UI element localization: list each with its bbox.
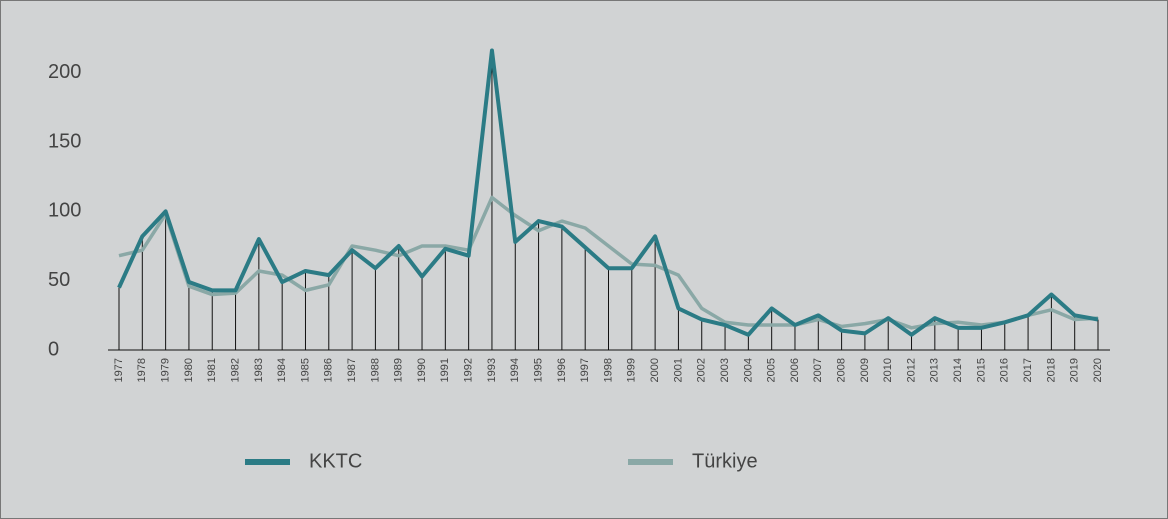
x-tick-label: 1985: [299, 358, 311, 382]
y-tick-label: 100: [48, 200, 81, 222]
x-tick-label: 2001: [672, 358, 684, 382]
x-tick-label: 1991: [439, 358, 451, 382]
x-tick-label: 1980: [183, 358, 195, 382]
x-tick-label: 1989: [393, 358, 405, 382]
x-tick-label: 1977: [113, 358, 125, 382]
x-tick-label: 2015: [975, 358, 987, 382]
x-tick-label: 2020: [1092, 358, 1104, 382]
x-tick-label: 2013: [929, 358, 941, 382]
x-tick-label: 1999: [626, 358, 638, 382]
y-tick-label: 200: [48, 61, 81, 83]
x-tick-label: 1979: [160, 358, 172, 382]
line-series: [117, 48, 1099, 337]
x-tick-label: 1981: [206, 358, 218, 382]
x-tick-label: 1987: [346, 358, 358, 382]
x-tick-label: 2004: [742, 358, 754, 382]
x-tick-label: 2008: [836, 358, 848, 382]
x-tick-label: 2012: [905, 358, 917, 382]
x-tick-label: 2016: [999, 358, 1011, 382]
y-tick-label: 150: [48, 130, 81, 152]
x-tick-label: 1982: [229, 358, 241, 382]
x-tick-label: 1993: [486, 358, 498, 382]
x-tick-label: 1996: [556, 358, 568, 382]
x-tick-label: 2005: [766, 358, 778, 382]
x-tick-label: 2000: [649, 358, 661, 382]
x-tick-label: 1990: [416, 358, 428, 382]
y-tick-label: 50: [48, 269, 70, 291]
y-tick-label: 0: [48, 338, 59, 360]
x-tick-label: 2002: [696, 358, 708, 382]
x-tick-label: 1995: [532, 358, 544, 382]
x-tick-label: 2006: [789, 358, 801, 382]
x-tick-label: 1988: [369, 358, 381, 382]
x-tick-label: 2019: [1069, 358, 1081, 382]
x-tick-label: 2010: [882, 358, 894, 382]
x-tick-label: 1986: [323, 358, 335, 382]
legend-label: Türkiye: [692, 450, 758, 472]
legend-label: KKTC: [309, 450, 362, 472]
x-tick-label: 2014: [952, 358, 964, 382]
x-tick-label: 1994: [509, 358, 521, 382]
x-tick-label: 2018: [1045, 358, 1057, 382]
x-tick-label: 1983: [253, 358, 265, 382]
x-tick-label: 1978: [136, 358, 148, 382]
line-series: [118, 195, 1099, 330]
x-tick-label: 2009: [859, 358, 871, 382]
x-tick-label: 1992: [463, 358, 475, 382]
x-tick-label: 1984: [276, 358, 288, 382]
x-tick-label: 1997: [579, 358, 591, 382]
x-tick-label: 2003: [719, 358, 731, 382]
x-tick-label: 2007: [812, 358, 824, 382]
x-tick-label: 2017: [1022, 358, 1034, 382]
x-tick-label: 1998: [602, 358, 614, 382]
